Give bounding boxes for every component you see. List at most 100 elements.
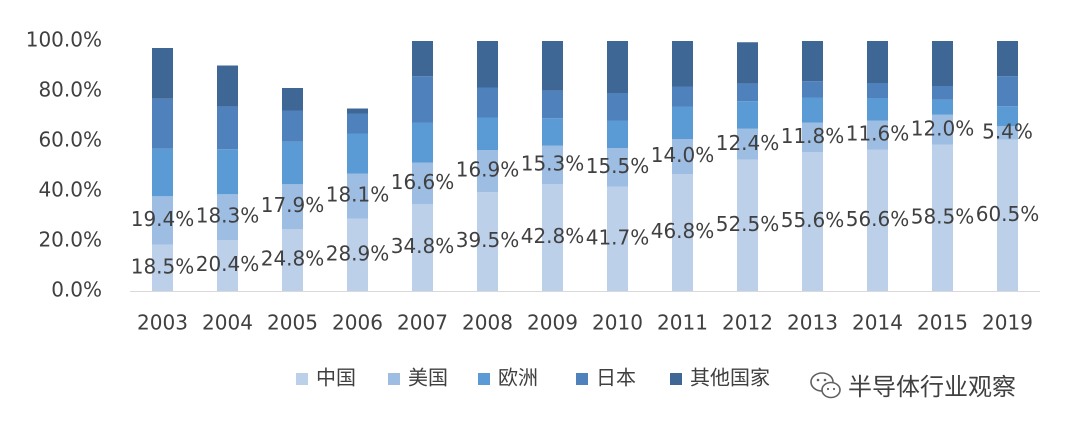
- bar-segment: [737, 159, 758, 291]
- data-label: 17.9%: [261, 193, 325, 217]
- bar-segment: [412, 41, 433, 77]
- data-label: 39.5%: [456, 228, 520, 252]
- x-tick-label: 2007: [397, 311, 448, 335]
- bar-segment: [867, 149, 888, 291]
- bar-segment: [477, 150, 498, 193]
- bar-segment: [672, 174, 693, 291]
- y-tick-label: 60.0%: [38, 128, 102, 152]
- bar-segment: [152, 244, 173, 291]
- data-label: 16.9%: [456, 158, 520, 182]
- legend: 中国 美国 欧洲 日本 其他国家: [296, 366, 770, 390]
- bar-segment: [477, 192, 498, 291]
- data-label: 16.6%: [391, 170, 455, 194]
- axes: 0.0% 20.0% 40.0% 60.0% 80.0% 100.0% 2003 2004 20…: [26, 28, 1040, 335]
- legend-label: 其他国家: [690, 366, 770, 390]
- legend-swatch: [388, 373, 400, 385]
- bar-segment: [737, 128, 758, 160]
- bar-segment: [802, 41, 823, 82]
- bar-segment: [152, 196, 173, 245]
- bar-segment: [802, 81, 823, 98]
- x-tick-label: 2004: [202, 311, 253, 335]
- legend-label: 美国: [408, 366, 448, 390]
- bar-segment: [152, 98, 173, 149]
- data-label: 11.6%: [846, 122, 910, 146]
- x-tick-label: 2009: [527, 311, 578, 335]
- bar-segment: [217, 240, 238, 291]
- bar-segment: [412, 204, 433, 291]
- bar-segment: [607, 41, 628, 93]
- bar-segment: [477, 41, 498, 88]
- x-tick-label: 2013: [787, 311, 838, 335]
- y-tick-label: 0.0%: [51, 278, 102, 302]
- bar-segment: [607, 148, 628, 187]
- data-labels: 18.5% 19.4%20.4% 18.3%24.8% 17.9%28.9% 18.1%…: [131, 116, 1040, 278]
- x-tick-label: 2008: [462, 311, 513, 335]
- data-label: 34.8%: [391, 234, 455, 258]
- bar-segment: [542, 118, 563, 146]
- bar-segment: [347, 133, 368, 174]
- bar-segment: [997, 106, 1018, 127]
- bar-segment: [347, 108, 368, 114]
- data-label: 41.7%: [586, 225, 650, 249]
- bar-segment: [997, 139, 1018, 291]
- bar-segment: [932, 144, 953, 291]
- bar-segment: [867, 83, 888, 98]
- x-tick-label: 2010: [592, 311, 643, 335]
- bar-segment: [932, 86, 953, 100]
- data-label: 19.4%: [131, 207, 195, 231]
- bar-segment: [607, 120, 628, 148]
- legend-swatch: [478, 373, 490, 385]
- bar-segment: [867, 120, 888, 150]
- data-label: 24.8%: [261, 247, 325, 271]
- data-label: 12.0%: [911, 116, 975, 140]
- bar-segment: [997, 41, 1018, 77]
- watermark: 半导体行业观察: [810, 372, 1016, 401]
- bar-segment: [282, 229, 303, 291]
- bar-segment: [282, 184, 303, 229]
- data-label: 18.1%: [326, 183, 390, 207]
- y-tick-label: 100.0%: [26, 28, 102, 52]
- bar-segment: [672, 139, 693, 174]
- bar-segment: [477, 117, 498, 150]
- x-tick-label: 2003: [137, 311, 188, 335]
- data-label: 20.4%: [196, 252, 260, 276]
- bar-segment: [932, 99, 953, 115]
- bar-segment: [737, 42, 758, 84]
- data-label: 60.5%: [976, 202, 1040, 226]
- data-label: 12.4%: [716, 131, 780, 155]
- bar-segment: [997, 126, 1018, 140]
- y-tick-label: 80.0%: [38, 78, 102, 102]
- legend-swatch: [670, 373, 682, 385]
- data-label: 28.9%: [326, 241, 390, 265]
- bar-segment: [347, 113, 368, 134]
- bar-segment: [152, 148, 173, 197]
- bar-segment: [412, 122, 433, 163]
- bar-segment: [217, 106, 238, 150]
- legend-label: 日本: [596, 366, 636, 390]
- data-label: 18.3%: [196, 204, 260, 228]
- bar-segment: [282, 88, 303, 111]
- data-label: 5.4%: [982, 120, 1033, 144]
- data-label: 42.8%: [521, 224, 585, 248]
- x-tick-label: 2019: [982, 311, 1033, 335]
- bar-segment: [217, 65, 238, 107]
- bar-segment: [217, 149, 238, 195]
- legend-swatch: [576, 373, 588, 385]
- x-tick-label: 2014: [852, 311, 903, 335]
- bar-segment: [737, 83, 758, 102]
- bar-segment: [802, 97, 823, 123]
- legend-label: 欧洲: [498, 366, 538, 390]
- bar-segment: [412, 162, 433, 204]
- data-label: 15.5%: [586, 154, 650, 178]
- bar-segment: [997, 76, 1018, 107]
- bar-segment: [347, 218, 368, 291]
- x-tick-label: 2015: [917, 311, 968, 335]
- x-tick-label: 2005: [267, 311, 318, 335]
- data-label: 56.6%: [846, 207, 910, 231]
- bar-segment: [932, 114, 953, 145]
- data-label: 11.8%: [781, 124, 845, 148]
- x-tick-label: 2011: [657, 311, 708, 335]
- bar-segment: [282, 141, 303, 185]
